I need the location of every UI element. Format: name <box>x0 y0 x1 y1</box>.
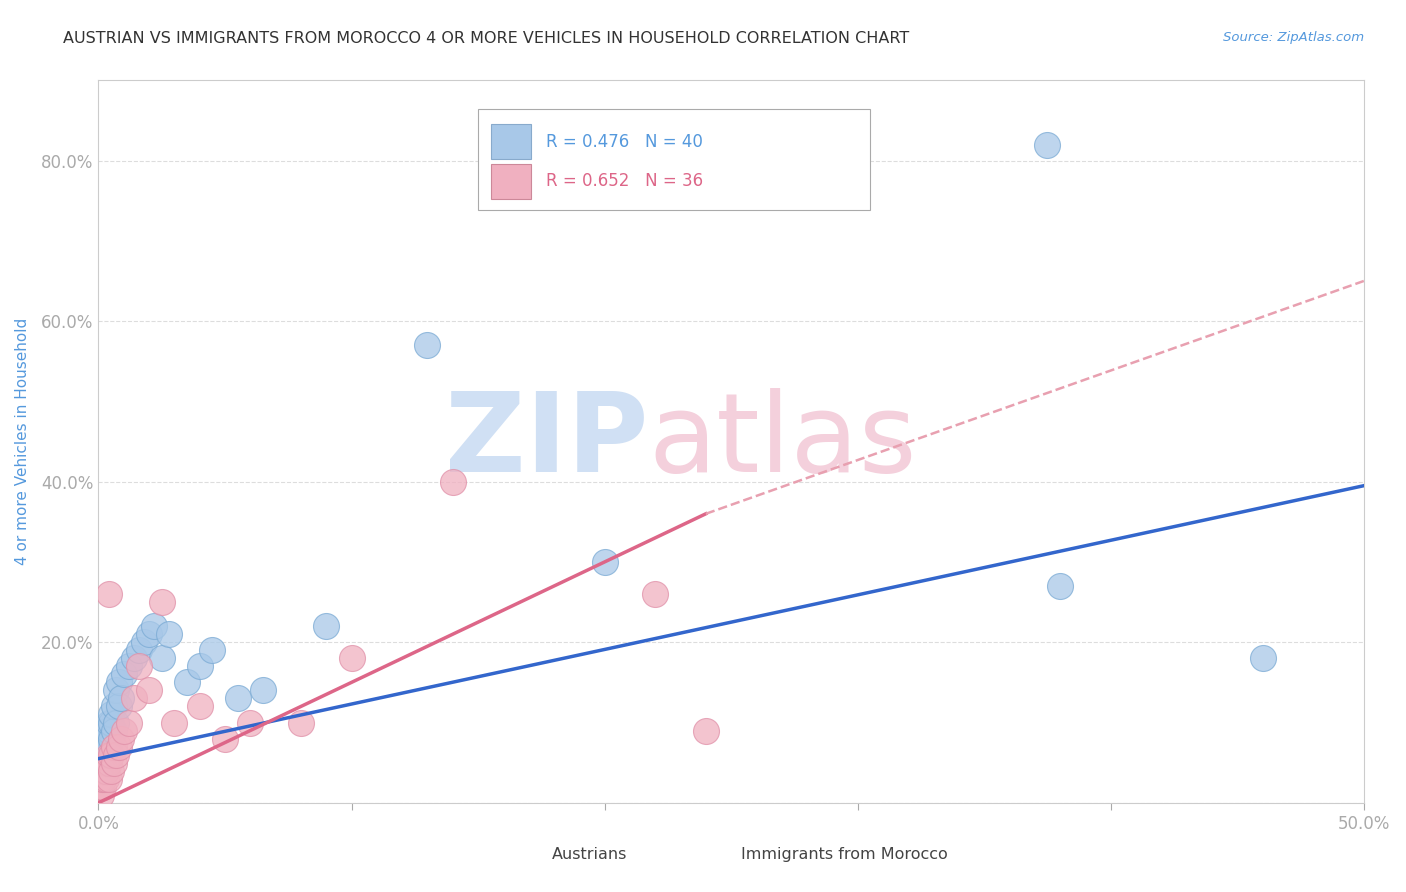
Point <box>252 683 274 698</box>
Bar <box>516 843 544 866</box>
Point <box>93 731 115 746</box>
Point <box>122 691 145 706</box>
Point <box>1251 651 1274 665</box>
Point <box>110 731 132 746</box>
Point <box>695 723 717 738</box>
Point <box>97 772 120 786</box>
Point <box>97 756 120 770</box>
Bar <box>491 124 531 159</box>
Text: R = 0.476   N = 40: R = 0.476 N = 40 <box>547 133 703 151</box>
Point <box>93 772 115 786</box>
Point <box>107 739 129 754</box>
Point <box>176 675 198 690</box>
Point <box>105 747 128 762</box>
Point <box>103 723 125 738</box>
Point <box>93 764 115 778</box>
Point <box>1049 579 1071 593</box>
Point <box>201 643 224 657</box>
Point <box>93 764 115 778</box>
Point <box>138 683 160 698</box>
Text: R = 0.652   N = 36: R = 0.652 N = 36 <box>547 172 703 190</box>
Text: ZIP: ZIP <box>446 388 648 495</box>
Point <box>97 587 120 601</box>
Bar <box>706 843 734 866</box>
Point <box>100 764 122 778</box>
Point <box>100 747 122 762</box>
Point <box>100 715 122 730</box>
Text: atlas: atlas <box>648 388 917 495</box>
Point <box>239 715 262 730</box>
Point <box>94 731 117 746</box>
Point <box>94 764 117 778</box>
Point <box>150 651 173 665</box>
Point <box>94 772 117 786</box>
Point <box>90 788 112 802</box>
Point <box>143 619 166 633</box>
Point <box>150 595 173 609</box>
Point <box>90 772 112 786</box>
Point <box>118 659 141 673</box>
Point <box>97 739 120 754</box>
Point <box>93 780 115 794</box>
Point <box>290 715 312 730</box>
Point <box>416 338 439 352</box>
Point <box>103 699 125 714</box>
Point <box>112 667 135 681</box>
Point <box>315 619 337 633</box>
Point <box>90 780 112 794</box>
Point <box>94 723 117 738</box>
Point <box>644 587 666 601</box>
Point <box>188 699 211 714</box>
Point <box>94 764 117 778</box>
Point <box>340 651 363 665</box>
Point <box>97 723 120 738</box>
Point <box>105 683 128 698</box>
Point <box>110 691 132 706</box>
Point <box>593 555 616 569</box>
Point <box>97 747 120 762</box>
Bar <box>491 164 531 199</box>
Text: Source: ZipAtlas.com: Source: ZipAtlas.com <box>1223 31 1364 45</box>
Point <box>93 739 115 754</box>
Text: Immigrants from Morocco: Immigrants from Morocco <box>741 847 948 863</box>
Point <box>138 627 160 641</box>
Point <box>105 715 128 730</box>
Point <box>441 475 464 489</box>
Point <box>112 723 135 738</box>
Point <box>107 675 129 690</box>
Y-axis label: 4 or more Vehicles in Household: 4 or more Vehicles in Household <box>15 318 30 566</box>
Point <box>90 747 112 762</box>
Point <box>118 715 141 730</box>
Text: Austrians: Austrians <box>551 847 627 863</box>
Point <box>90 756 112 770</box>
Point <box>100 707 122 722</box>
Point <box>94 756 117 770</box>
Point <box>97 715 120 730</box>
Point <box>103 739 125 754</box>
Point <box>132 635 155 649</box>
Point <box>157 627 180 641</box>
FancyBboxPatch shape <box>478 109 870 211</box>
Point <box>226 691 249 706</box>
Point <box>103 756 125 770</box>
Text: AUSTRIAN VS IMMIGRANTS FROM MOROCCO 4 OR MORE VEHICLES IN HOUSEHOLD CORRELATION : AUSTRIAN VS IMMIGRANTS FROM MOROCCO 4 OR… <box>63 31 910 46</box>
Point <box>90 780 112 794</box>
Point <box>1036 137 1059 152</box>
Point <box>128 659 150 673</box>
Point <box>94 747 117 762</box>
Point <box>122 651 145 665</box>
Point <box>214 731 236 746</box>
Point <box>128 643 150 657</box>
Point <box>163 715 186 730</box>
Point <box>100 731 122 746</box>
Point <box>93 772 115 786</box>
Point <box>188 659 211 673</box>
Point <box>107 699 129 714</box>
